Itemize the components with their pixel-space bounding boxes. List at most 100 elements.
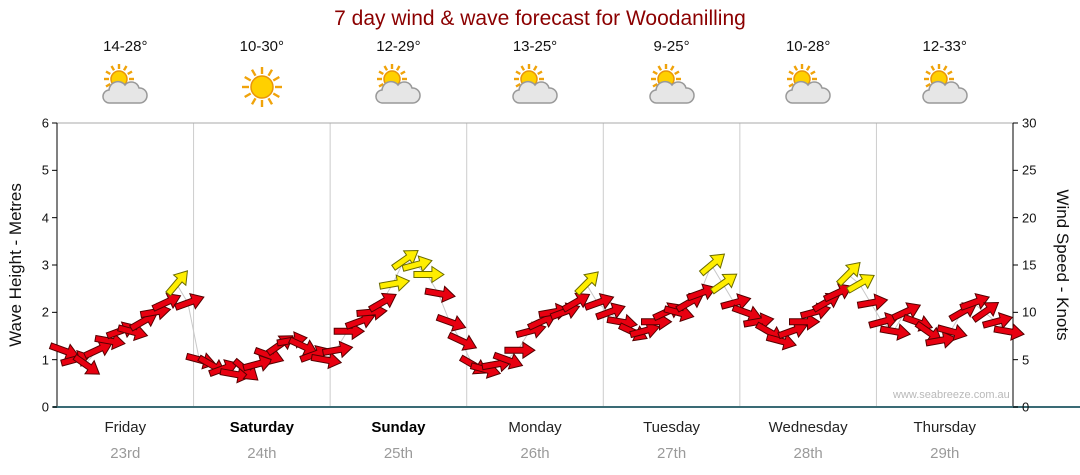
sun-ray [378,70,385,76]
sun-ray [243,75,252,82]
sun-disc [250,75,274,99]
sun-cloud-icon [509,62,561,117]
wind-speed-tick-label: 5 [1022,352,1030,368]
sun-ray [925,70,931,76]
sun-ray [930,65,935,71]
day-name: Thursday [913,419,976,436]
wind-arrow [868,312,900,330]
wind-arrow [765,333,797,351]
wind-speed-tick-label: 30 [1022,115,1037,131]
wind-arrow-shape [686,283,717,302]
cloud-shape [375,80,422,104]
wind-arrow-shape [94,332,126,351]
wind-arrow-shape [856,293,889,311]
wind-arrow-strong [391,250,419,271]
wind-arrow [789,312,821,331]
sun-ray [669,65,675,71]
sun-ray [806,65,811,71]
day-name: Monday [508,419,562,436]
wind-arrow-strong [698,253,726,277]
wind-speed-tick-label: 0 [1022,399,1030,415]
day-date: 24th [247,445,277,462]
wind-arrow-shape [891,302,922,322]
day-date: 28th [793,445,823,462]
wind-arrow-shape [561,292,591,313]
wind-arrow-shape [492,351,524,370]
wind-arrow-shape [413,265,445,284]
temperature-range: 14-28° [103,38,148,55]
temperature-range: 12-29° [376,38,421,55]
cloud-shape [785,80,831,104]
wind-arrow [971,302,1000,323]
wind-arrow [742,312,775,330]
wind-speed-tick-label: 25 [1022,162,1037,178]
wind-arrow-strong [709,273,738,295]
temperature-range: 9-25° [653,38,690,55]
day-name: Tuesday [643,419,701,436]
wind-arrow [595,302,626,321]
wind-speed-axis-title: Wind Speed - Knots [1053,189,1072,341]
wave-height-tick-label: 3 [41,257,49,273]
sun-ray [651,70,658,76]
wind-arrow [561,292,591,313]
wind-arrow-shape [401,255,433,273]
wind-arrow-strong [378,274,411,292]
sun-ray [793,65,799,71]
sun-cloud-icon [99,62,151,117]
sun-ray [250,69,257,77]
sun-ray [810,70,816,76]
wave-height-axis-title: Wave Height - Metres [6,183,25,347]
sun-ray [657,65,662,71]
wind-arrow-shape [981,312,1014,330]
sun-ray [537,70,543,76]
wind-arrow [936,323,968,342]
sun-icon [236,62,288,117]
temperature-range: 10-30° [239,38,285,55]
wind-arrow-shape [574,271,599,296]
temperature-range: 13-25° [512,38,558,55]
day-name: Saturday [229,419,294,436]
sun-ray [400,70,407,76]
wind-arrow-shape [720,293,752,311]
cloud-shape [102,80,149,104]
wind-arrow-shape [993,323,1025,341]
wind-arrow [321,340,354,359]
wind-arrow-shape [583,292,615,311]
wind-arrow [777,321,808,340]
wind-arrow [879,323,912,341]
wind-arrow-strong [401,255,433,273]
day-date: 27th [656,445,687,462]
wind-arrow-shape [151,292,182,312]
sun-ray [788,82,795,88]
sun-ray [272,75,280,82]
wind-arrow-shape [367,292,397,313]
wind-arrow [583,292,615,311]
wave-height-tick-label: 1 [41,352,49,368]
wind-arrow-shape [424,285,456,303]
wind-arrow-shape [595,302,626,321]
wind-arrow-shape [629,321,661,339]
wind-arrow [822,283,853,303]
wind-arrow-shape [242,354,274,372]
sun-ray [520,65,526,71]
sun-ray [272,92,280,99]
wind-arrow-shape [174,292,205,311]
wind-arrow [447,331,478,351]
sun-ray [925,82,931,88]
cloud-shape [648,80,695,104]
wind-arrow-shape [698,253,726,277]
cloud-shape [512,80,558,104]
sun-ray [105,70,112,76]
temperature-range: 12-33° [922,38,967,55]
wind-arrow [686,283,717,302]
cloud-shape [921,80,968,104]
sun-ray [250,97,257,105]
sun-ray [532,65,538,71]
wind-arrow-strong [165,270,189,297]
wind-arrow [424,285,456,303]
wind-speed-tick-label: 10 [1022,304,1037,320]
sun-ray [243,92,252,99]
chart-title: 7 day wind & wave forecast for Woodanill… [334,7,746,30]
